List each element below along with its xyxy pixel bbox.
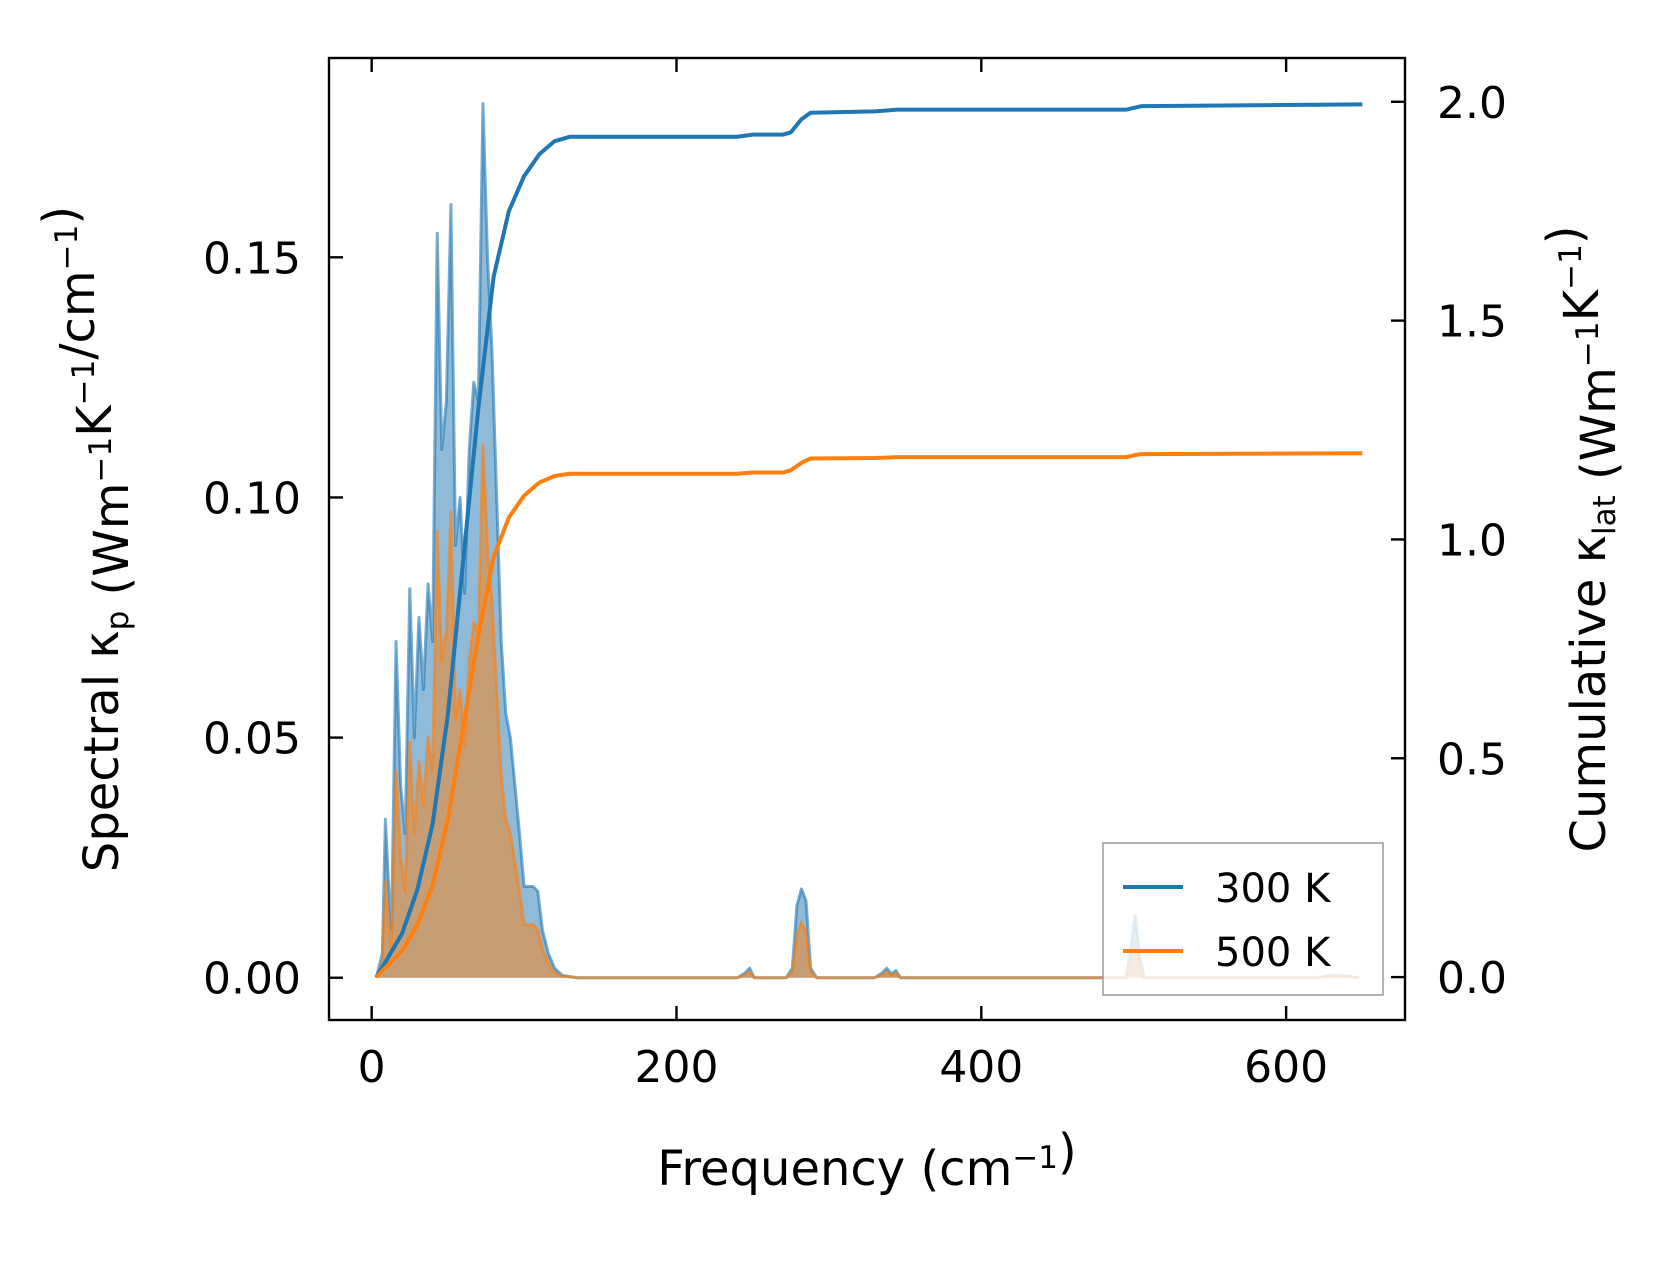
axis-label-part: (Wm — [84, 483, 140, 611]
x-tick-label: 400 — [939, 1042, 1023, 1093]
axis-label-part: −1 — [83, 437, 119, 483]
axis-label-part: ) — [1058, 1124, 1077, 1180]
axis-label-part: /cm — [50, 270, 106, 359]
tick-layer: 0 200 400 600 0.00 0.05 0.10 0.15 0.0 0.5 1.0 1.5 2.… — [203, 58, 1507, 1093]
spectral-area-layer — [374, 102, 1360, 980]
axis-label-part: ) — [1537, 225, 1593, 244]
axis-label-part: lat — [1587, 495, 1623, 535]
cumulative-line-layer — [374, 102, 1363, 979]
cumulative-line-300k — [374, 102, 1363, 979]
axis-label-part: −1 — [1553, 244, 1589, 290]
y-right-tick-label: 2.0 — [1437, 78, 1507, 129]
spectral-outline-500k — [374, 443, 1360, 980]
y-right-tick-label: 1.0 — [1437, 515, 1507, 566]
x-axis-label: Frequency (cm−1) — [657, 1124, 1077, 1197]
x-tick-label: 0 — [358, 1042, 386, 1093]
y-right-tick-label: 0.5 — [1437, 734, 1507, 785]
legend-box — [1102, 842, 1384, 996]
axis-label-part: −1 — [66, 360, 102, 406]
y-left-tick-label: 0.15 — [203, 233, 301, 284]
axis-label-part: −1 — [49, 225, 85, 271]
axis-label-part: K — [67, 404, 123, 437]
y-axis-right-label: Cumulative κlat (Wm−1K−1) — [1537, 225, 1627, 852]
cumulative-line-500k — [374, 451, 1363, 979]
x-tick-label: 200 — [634, 1042, 718, 1093]
x-tick-label: 600 — [1244, 1042, 1328, 1093]
legend-label-500k: 500 K — [1215, 930, 1332, 976]
axis-label-part: (Wm — [1571, 367, 1627, 495]
axis-label-part: Frequency (cm — [657, 1141, 1012, 1197]
y-left-tick-label: 0.05 — [203, 714, 301, 765]
legend: 300 K 500 K — [1102, 842, 1384, 996]
y-right-tick-label: 0.0 — [1437, 953, 1507, 1004]
axis-label-part: Spectral κ — [74, 630, 130, 872]
axis-label-part: ) — [33, 206, 89, 225]
y-right-tick-label: 1.5 — [1437, 297, 1507, 348]
axis-label-part: −1 — [1570, 321, 1606, 367]
axis-label-part: Cumulative κ — [1561, 535, 1617, 853]
axis-label-part: −1 — [1012, 1140, 1058, 1176]
legend-label-300k: 300 K — [1215, 866, 1332, 912]
axis-label-part: p — [100, 611, 136, 631]
axis-label-part: K — [1554, 288, 1610, 321]
y-axis-left-label: Spectral κp (Wm−1K−1/cm−1) — [33, 206, 140, 872]
y-left-tick-label: 0.10 — [203, 473, 301, 524]
y-left-tick-label: 0.00 — [203, 954, 301, 1005]
spectral-area-500k — [376, 444, 1360, 978]
